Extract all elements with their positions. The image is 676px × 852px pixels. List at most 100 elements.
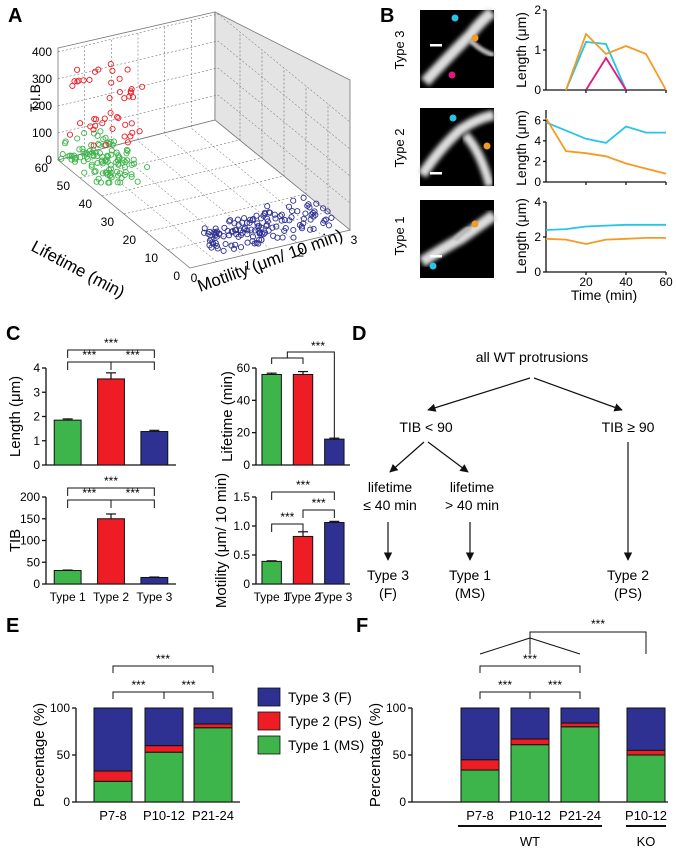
y-tick-label: 0.5 bbox=[233, 548, 250, 562]
scatter-point bbox=[110, 138, 118, 145]
scatter-point bbox=[226, 218, 233, 225]
tree-ll-line1: lifetime bbox=[368, 479, 413, 495]
scatter-point bbox=[322, 216, 329, 223]
tree-left-node: TIB < 90 bbox=[399, 419, 453, 435]
scatter-point bbox=[97, 179, 105, 186]
scatter-point bbox=[290, 234, 297, 241]
scatter-point bbox=[86, 76, 93, 83]
bar-type2 bbox=[97, 518, 125, 585]
scatter-point bbox=[228, 242, 235, 249]
significance-bracket bbox=[271, 491, 335, 500]
grid-line-lifetime bbox=[123, 68, 285, 215]
b-trace-orange bbox=[545, 117, 667, 175]
scatter-point bbox=[302, 210, 309, 217]
scatter-point bbox=[250, 215, 257, 223]
scatter-point bbox=[105, 153, 112, 160]
y-tick-label: 40 bbox=[237, 393, 251, 407]
scatter-point bbox=[207, 232, 214, 239]
b-x-tick-label: 40 bbox=[619, 275, 633, 289]
scatter-point bbox=[128, 171, 135, 178]
tree-out1-a: Type 3 bbox=[367, 567, 409, 583]
scatter-point bbox=[227, 217, 234, 224]
motility-tick-label: 2 bbox=[297, 246, 304, 260]
b-ylabel-type3: Length (μm) bbox=[513, 12, 529, 88]
panel-label-d: D bbox=[352, 323, 366, 345]
scatter-point bbox=[71, 78, 78, 85]
y-tick-label: 50 bbox=[393, 748, 407, 762]
lifetime-tick-label: 10 bbox=[145, 251, 159, 265]
stacked-segment bbox=[460, 769, 500, 803]
y-tick-label: 50 bbox=[27, 555, 41, 569]
scatter-point bbox=[300, 215, 307, 222]
scatter-point bbox=[91, 115, 98, 123]
scatter-point bbox=[210, 240, 217, 247]
chart-c-length: 0 1 2 3 4 Length (μm) *** *** *** bbox=[7, 336, 176, 472]
scatter-point bbox=[261, 209, 268, 216]
scatter-point bbox=[130, 156, 137, 163]
significance-bracket bbox=[302, 509, 335, 518]
scatter-point bbox=[254, 223, 261, 230]
scatter-point bbox=[74, 135, 81, 142]
scatter-point bbox=[273, 223, 280, 230]
significance-label: *** bbox=[498, 678, 512, 692]
significance-bracket bbox=[479, 691, 531, 699]
significance-bracket bbox=[67, 361, 112, 370]
scatter-point bbox=[116, 75, 123, 82]
scatter-point bbox=[106, 179, 113, 186]
stacked-segment bbox=[510, 738, 550, 746]
grid-line-lifetime bbox=[79, 32, 241, 179]
grid-line-tib bbox=[57, 67, 351, 177]
scatter-point bbox=[264, 218, 271, 225]
panel-f-stacked-bars: 0 50 100 P7-8 P10-12 P21-24 P10-12 Percentage (… bbox=[367, 617, 668, 849]
scatter-point bbox=[98, 158, 105, 165]
scatter-point bbox=[212, 225, 219, 232]
scatter-point bbox=[124, 139, 131, 146]
b-trace-cyan bbox=[545, 223, 666, 231]
z-tick-label: 300 bbox=[32, 72, 52, 86]
significance-label: *** bbox=[126, 348, 140, 362]
scatter-point bbox=[249, 233, 257, 240]
scatter-point bbox=[256, 229, 263, 236]
tree-right-node: TIB ≥ 90 bbox=[602, 419, 655, 435]
grid-line-tib bbox=[57, 40, 351, 150]
x-tick-label: Type 2 bbox=[93, 590, 129, 604]
b-trace-cyan bbox=[545, 121, 666, 144]
scatter-point bbox=[93, 178, 100, 185]
row-label-type2: Type 2 bbox=[392, 128, 407, 167]
scatter-point bbox=[255, 240, 262, 247]
significance-label: *** bbox=[591, 617, 605, 631]
stacked-segment bbox=[193, 727, 233, 803]
significance-label: *** bbox=[82, 486, 96, 500]
scatter-point bbox=[214, 245, 221, 252]
scatter-point bbox=[307, 226, 314, 233]
scatter-point bbox=[249, 217, 256, 224]
legend-label-type2: Type 2 (PS) bbox=[288, 713, 362, 729]
scatter-point bbox=[84, 156, 91, 163]
significance-label: *** bbox=[296, 478, 310, 492]
scatter-point bbox=[248, 226, 255, 233]
scatter-point bbox=[77, 154, 84, 161]
chart-c-tib: 0 50 100 150 200 Type 1 Type 2 Type 3 TIB *** *** *… bbox=[7, 474, 176, 604]
y-axis-label: Percentage (%) bbox=[31, 703, 48, 807]
chart-e: 0 50 100 P7-8 P10-12 P21-24 Percentage (%) *** *… bbox=[31, 652, 240, 823]
scatter-point bbox=[241, 226, 248, 233]
significance-label: *** bbox=[181, 678, 195, 692]
scatter-point bbox=[272, 215, 279, 222]
scatter-point bbox=[310, 225, 317, 232]
x-tick-label: P7-8 bbox=[99, 808, 126, 823]
scatter-point bbox=[320, 205, 327, 212]
scatter-point bbox=[102, 134, 109, 141]
y-tick-label: 100 bbox=[50, 701, 70, 715]
scatter-point bbox=[102, 141, 109, 149]
scatter-point bbox=[300, 220, 307, 227]
y-tick-label: 100 bbox=[20, 534, 40, 548]
scatter-point bbox=[90, 153, 97, 160]
significance-label: *** bbox=[104, 336, 118, 350]
significance-label: *** bbox=[312, 496, 326, 510]
y-axis-label: Length (μm) bbox=[7, 376, 24, 457]
y-tick-label: 4 bbox=[33, 361, 40, 375]
scatter-point bbox=[201, 229, 208, 236]
grid-line-motility bbox=[84, 45, 217, 262]
